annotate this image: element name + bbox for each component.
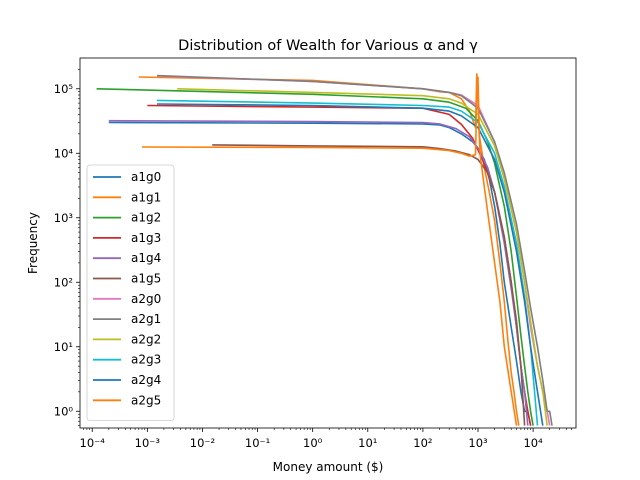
series-line-a2g4 bbox=[156, 103, 544, 426]
series-line-a2g1 bbox=[156, 74, 553, 426]
x-tick-label: 10¹ bbox=[358, 436, 377, 450]
y-tick-label: 10⁴ bbox=[54, 146, 74, 160]
legend-label-a2g3: a2g3 bbox=[131, 353, 161, 367]
y-axis-label: Frequency bbox=[26, 212, 40, 274]
legend-box bbox=[86, 164, 175, 422]
x-axis-label: Money amount ($) bbox=[273, 460, 384, 474]
y-tick-label: 10⁵ bbox=[54, 82, 74, 96]
legend-label-a1g1: a1g1 bbox=[131, 190, 161, 204]
legend-label-a2g5: a2g5 bbox=[131, 393, 161, 407]
legend-label-a1g4: a1g4 bbox=[131, 251, 161, 265]
x-tick-label: 10⁴ bbox=[523, 436, 543, 450]
series-layer bbox=[96, 73, 553, 426]
legend-label-a2g0: a2g0 bbox=[131, 292, 161, 306]
legend-label-a2g4: a2g4 bbox=[131, 373, 161, 387]
x-tick-label: 10⁻⁴ bbox=[80, 436, 106, 450]
x-tick-label: 10⁻² bbox=[190, 436, 215, 450]
series-line-a1g2 bbox=[96, 88, 534, 426]
y-tick-label: 10¹ bbox=[54, 340, 73, 354]
x-tick-label: 10³ bbox=[468, 436, 488, 450]
legend-label-a1g3: a1g3 bbox=[131, 231, 161, 245]
y-tick-label: 10² bbox=[54, 275, 73, 289]
legend-label-a2g2: a2g2 bbox=[131, 332, 161, 346]
x-tick-label: 10⁻¹ bbox=[245, 436, 270, 450]
chart-title: Distribution of Wealth for Various α and… bbox=[178, 38, 478, 54]
legend-label-a1g5: a1g5 bbox=[131, 272, 161, 286]
legend-label-a2g1: a2g1 bbox=[131, 312, 161, 326]
legend: a1g0 a1g1 a1g2 a1g3 a1g4 a1g5 a2g0 a2g1 a2g2 a2g3… bbox=[86, 164, 175, 422]
legend-label-a1g0: a1g0 bbox=[131, 170, 161, 184]
ticks-layer: 10⁻⁴ 10⁻³ 10⁻² 10⁻¹ 10⁰ 10¹ 10² 10³ 10⁴ 10⁰ 10¹ 10²… bbox=[54, 69, 572, 450]
legend-label-a1g2: a1g2 bbox=[131, 211, 161, 225]
series-line-a2g5 bbox=[141, 76, 518, 426]
x-tick-label: 10⁰ bbox=[303, 436, 323, 450]
plot-frame bbox=[79, 57, 577, 429]
y-tick-label: 10⁰ bbox=[54, 404, 74, 418]
series-line-a1g5 bbox=[212, 144, 526, 426]
series-line-a2g2 bbox=[177, 88, 548, 426]
y-tick-label: 10³ bbox=[54, 211, 74, 225]
x-tick-label: 10⁻³ bbox=[135, 436, 161, 450]
x-tick-label: 10² bbox=[413, 436, 432, 450]
